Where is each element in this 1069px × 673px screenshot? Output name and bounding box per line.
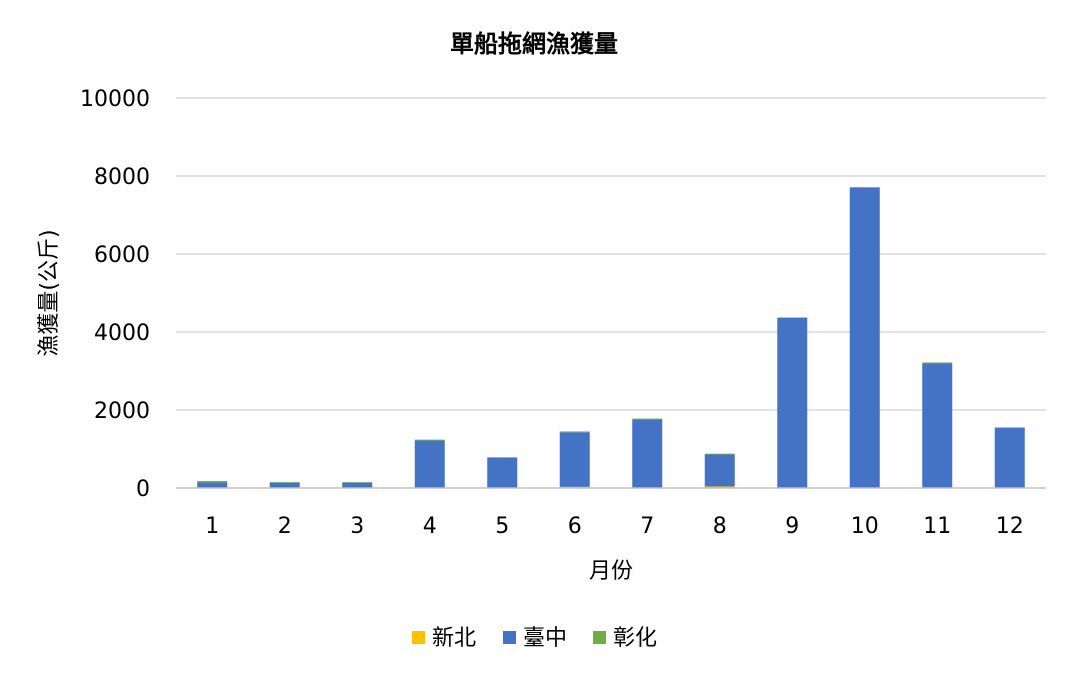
bar-segment xyxy=(994,427,1025,488)
bar-segment xyxy=(414,439,445,441)
x-tick-label: 6 xyxy=(568,514,582,539)
legend-swatch xyxy=(503,631,516,644)
x-tick-label: 11 xyxy=(923,514,951,539)
bar-segment xyxy=(632,419,663,488)
legend-label: 彰化 xyxy=(613,626,657,651)
y-tick-label: 2000 xyxy=(94,399,150,424)
bar-segment xyxy=(197,480,228,483)
x-tick-label: 7 xyxy=(640,514,654,539)
bar-segment xyxy=(487,457,518,458)
x-tick-label: 8 xyxy=(713,514,727,539)
y-axis-ticks: 0 2000 4000 6000 8000 10000 xyxy=(80,87,150,502)
y-tick-label: 8000 xyxy=(94,165,150,190)
bar-segment xyxy=(269,482,300,488)
legend-label: 臺中 xyxy=(523,626,567,651)
bar-segment xyxy=(559,432,590,487)
bar-segment xyxy=(414,440,445,488)
y-axis-label: 漁獲量(公斤) xyxy=(37,229,62,356)
x-tick-label: 12 xyxy=(996,514,1024,539)
y-tick-label: 4000 xyxy=(94,321,150,346)
legend-label: 新北 xyxy=(432,626,476,651)
bar-segment xyxy=(922,362,953,364)
legend: 新北 臺中 彰化 xyxy=(412,626,657,651)
bar-segment xyxy=(197,482,228,488)
x-axis-label: 月份 xyxy=(589,559,633,584)
x-axis-ticks: 1 2 3 4 5 6 7 8 9 10 11 12 xyxy=(205,514,1024,539)
x-tick-label: 2 xyxy=(278,514,292,539)
bar-segment xyxy=(342,482,373,488)
gridlines xyxy=(176,97,1046,411)
y-tick-label: 0 xyxy=(136,477,150,502)
x-tick-label: 5 xyxy=(495,514,509,539)
x-tick-label: 1 xyxy=(205,514,219,539)
bar-segment xyxy=(704,453,735,455)
bar-segment xyxy=(849,187,880,488)
x-tick-label: 3 xyxy=(350,514,364,539)
bar-segment xyxy=(487,457,518,488)
bar-segment xyxy=(704,486,735,488)
bar-segment xyxy=(922,363,953,488)
bar-segment xyxy=(269,482,300,483)
legend-swatch xyxy=(593,631,606,644)
x-tick-label: 10 xyxy=(851,514,879,539)
y-tick-label: 6000 xyxy=(94,243,150,268)
x-tick-label: 9 xyxy=(785,514,799,539)
bar-segment xyxy=(559,431,590,433)
bars xyxy=(197,187,1025,489)
legend-swatch xyxy=(412,631,425,644)
bar-segment xyxy=(342,482,373,483)
chart-title: 單船拖網漁獲量 xyxy=(450,30,618,58)
bar-segment xyxy=(704,454,735,487)
bar-segment xyxy=(632,418,663,420)
bar-segment xyxy=(777,317,808,488)
x-tick-label: 4 xyxy=(423,514,437,539)
y-tick-label: 10000 xyxy=(80,87,150,112)
